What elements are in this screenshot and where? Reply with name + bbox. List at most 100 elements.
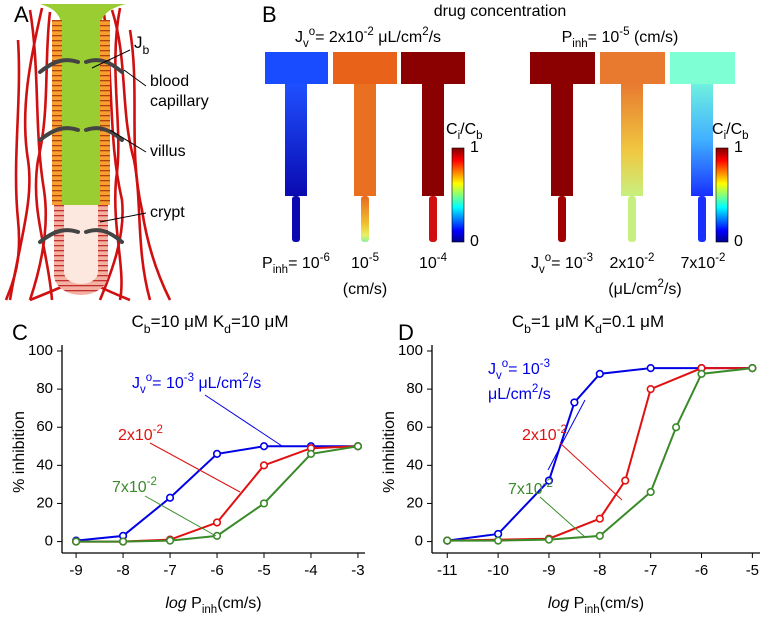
text-segment: = 2x10 xyxy=(315,29,364,46)
data-point xyxy=(259,461,269,470)
text-segment: P xyxy=(569,595,584,612)
annotation-leader xyxy=(559,442,623,501)
condition-label: (μL/cm2/s) xyxy=(608,278,681,298)
colorbar-tick-label: 1 xyxy=(734,139,743,156)
condition-label: Jvo= 10-3 xyxy=(531,252,593,276)
text-segment: J xyxy=(531,255,539,272)
text-segment: 7x10 xyxy=(112,479,147,496)
x-tick-label: -3 xyxy=(351,562,364,579)
series-label: Jvo= 10-3 μL/cm2/s xyxy=(132,372,261,396)
text-segment: =10 μM xyxy=(231,312,289,331)
text-segment: o xyxy=(309,26,315,38)
text-segment: inh xyxy=(202,604,217,616)
text-segment: 2x10 xyxy=(522,427,557,444)
y-tick-label: 40 xyxy=(36,456,53,473)
data-point xyxy=(671,423,681,432)
data-point xyxy=(306,449,316,459)
series-label: 2x10-2 xyxy=(522,424,567,444)
text-segment: J xyxy=(134,33,143,52)
x-tick-label: -9 xyxy=(542,562,555,579)
text-segment: (cm/s) xyxy=(630,29,679,46)
text-segment: 7x10 xyxy=(681,255,716,272)
condition-label: 7x10-2 xyxy=(681,252,726,272)
y-tick-label: 60 xyxy=(406,418,423,435)
annotation-leader xyxy=(539,496,586,538)
text-segment: = 10 xyxy=(508,361,540,378)
data-point xyxy=(165,536,175,545)
label-crypt: crypt xyxy=(150,204,185,221)
x-tick-label: -7 xyxy=(644,562,657,579)
text-segment: log xyxy=(165,595,186,612)
annotation-leader xyxy=(144,495,217,537)
text-segment: b xyxy=(476,130,482,142)
x-tick-label: -6 xyxy=(695,562,708,579)
data-point xyxy=(646,385,655,394)
text-segment: C xyxy=(712,121,724,138)
text-segment: (cm/s) xyxy=(600,595,644,612)
y-tick-label: 100 xyxy=(398,342,423,359)
condition-label: 2x10-2 xyxy=(610,252,655,272)
annotation-leader xyxy=(547,399,586,471)
text-segment: J xyxy=(488,361,496,378)
header-right: Pinh= 10-5 (cm/s) xyxy=(562,26,679,50)
x-axis-label: log Pinh(cm/s) xyxy=(548,595,644,616)
data-point xyxy=(748,364,757,373)
label-jb: Jb xyxy=(134,33,150,57)
data-point xyxy=(621,476,630,485)
text-segment: inh xyxy=(273,264,288,276)
data-point xyxy=(646,487,655,497)
panel-label: D xyxy=(398,320,414,345)
text-segment: =10 μM K xyxy=(151,312,225,331)
series-label: Jvo= 10-3 xyxy=(488,358,550,382)
text-segment: i xyxy=(724,130,727,142)
concentration-maps xyxy=(265,52,735,243)
text-segment: P xyxy=(562,29,573,46)
text-segment: 2 xyxy=(532,383,538,395)
text-segment: P xyxy=(187,595,202,612)
text-segment: =1 μM K xyxy=(531,312,596,331)
series-label: μL/cm2/s xyxy=(488,383,551,403)
header-left: Jvo= 2x10-2 μL/cm2/s xyxy=(295,26,441,50)
text-segment: d xyxy=(224,322,231,336)
data-point xyxy=(259,442,269,451)
text-segment: 2 xyxy=(422,26,428,38)
text-segment: -3 xyxy=(184,372,194,384)
data-point xyxy=(212,531,222,540)
text-segment: -2 xyxy=(644,252,654,264)
text-segment: J xyxy=(295,29,303,46)
data-point xyxy=(165,493,175,502)
y-tick-label: 0 xyxy=(45,533,53,550)
text-segment: -2 xyxy=(557,424,567,436)
text-segment: -2 xyxy=(715,252,725,264)
data-point xyxy=(646,364,655,373)
text-segment: -2 xyxy=(364,26,374,38)
text-segment: C xyxy=(446,121,458,138)
text-segment: log xyxy=(548,595,569,612)
text-segment: b xyxy=(524,322,531,336)
text-segment: b xyxy=(143,43,150,57)
y-tick-label: 100 xyxy=(28,342,53,359)
y-tick-label: 40 xyxy=(406,456,423,473)
text-segment: C xyxy=(131,312,143,331)
panel-label: C xyxy=(12,320,28,345)
x-axis-label: log Pinh(cm/s) xyxy=(165,595,261,616)
text-segment: μL/cm xyxy=(488,386,532,403)
text-segment: 2 xyxy=(658,278,664,290)
text-segment: v xyxy=(303,38,309,50)
text-segment: = 10 xyxy=(551,255,583,272)
x-tick-label: -5 xyxy=(746,562,759,579)
colorbar-label: Ci/Cb xyxy=(712,121,749,142)
data-point xyxy=(118,537,128,546)
x-tick-label: -8 xyxy=(116,562,129,579)
text-segment: (cm/s) xyxy=(343,281,387,298)
x-tick-label: -11 xyxy=(437,562,458,579)
text-segment: -5 xyxy=(369,252,379,264)
text-segment: -5 xyxy=(619,26,629,38)
annotation-leader xyxy=(204,394,283,447)
text-segment: =0.1 μM xyxy=(602,312,664,331)
data-point xyxy=(697,369,706,378)
condition-label: Pinh= 10-6 xyxy=(262,252,330,276)
data-point xyxy=(494,536,503,545)
label-villus: villus xyxy=(150,143,186,160)
condition-label: 10-4 xyxy=(419,252,448,272)
